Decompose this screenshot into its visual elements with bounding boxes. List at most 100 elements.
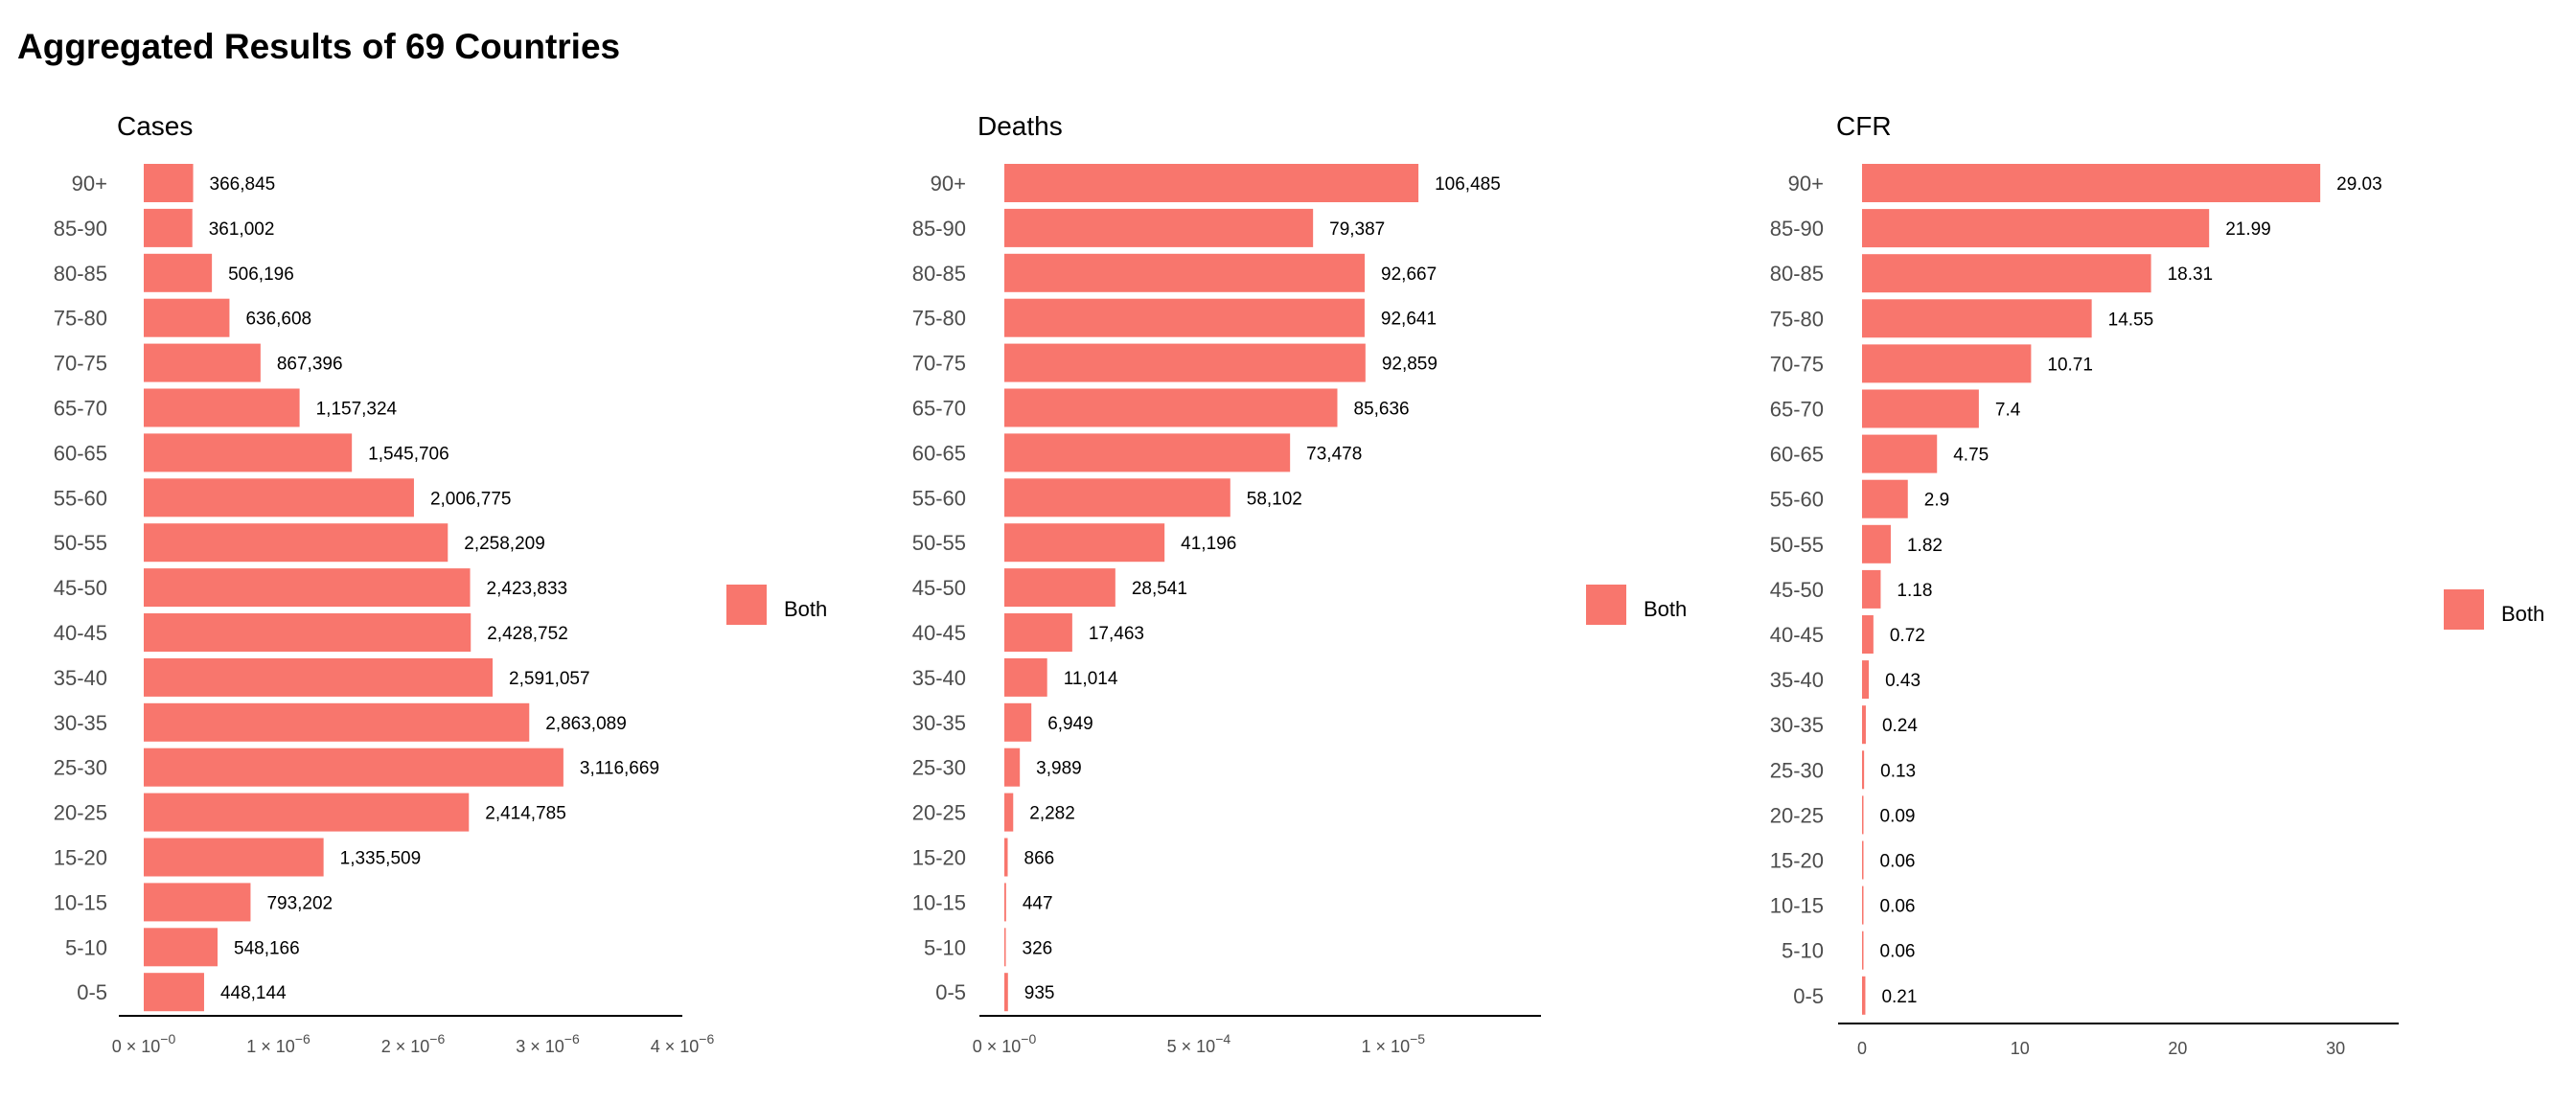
category-label-45-50: 45-50 [54,576,107,600]
bar-50-55 [1862,524,1891,564]
bar-10-15 [144,883,251,922]
bar-10-15 [1862,886,1864,925]
legend-swatch [726,585,767,625]
value-label-15-20: 1,335,509 [340,849,422,869]
value-label-10-15: 793,202 [266,893,333,913]
value-label-50-55: 2,258,209 [464,534,545,554]
category-label-55-60: 55-60 [1770,488,1824,512]
category-label-30-35: 30-35 [912,711,966,735]
x-tick-label: 3 × 10−6 [516,1031,580,1056]
bar-70-75 [1004,343,1366,382]
category-label-30-35: 30-35 [54,711,107,735]
x-tick-label: 0 × 10−0 [973,1031,1037,1056]
category-label-45-50: 45-50 [1770,578,1824,602]
x-tick-label: 20 [2168,1039,2187,1058]
bar-5-10 [144,928,218,967]
bar-25-30 [1004,748,1021,787]
category-label-5-10: 5-10 [924,935,966,959]
bar-5-10 [1004,928,1006,967]
bar-75-80 [144,298,230,337]
bar-90+ [1862,164,2321,202]
category-label-10-15: 10-15 [912,890,966,914]
value-label-85-90: 361,002 [209,219,275,240]
x-tick-label: 0 × 10−0 [112,1031,176,1056]
category-label-15-20: 15-20 [912,846,966,870]
bar-25-30 [144,748,564,787]
x-tick-label: 2 × 10−6 [381,1031,446,1056]
category-label-60-65: 60-65 [912,441,966,465]
value-label-35-40: 2,591,057 [509,669,590,689]
x-tick-label: 1 × 10−6 [246,1031,310,1056]
bar-15-20 [1004,838,1008,877]
bar-15-20 [1862,840,1864,880]
value-label-40-45: 0.72 [1890,626,1925,646]
category-label-25-30: 25-30 [1770,758,1824,782]
category-label-60-65: 60-65 [1770,443,1824,467]
value-label-60-65: 4.75 [1953,446,1989,466]
bar-20-25 [144,793,470,832]
bar-80-85 [1004,253,1366,292]
value-label-90+: 29.03 [2336,174,2382,195]
category-label-90+: 90+ [72,172,107,196]
value-label-65-70: 7.4 [1995,401,2021,421]
panel-title-cfr: CFR [1836,111,1892,141]
category-label-90+: 90+ [1788,172,1824,196]
category-label-10-15: 10-15 [1770,894,1824,918]
main-title: Aggregated Results of 69 Countries [17,27,621,66]
bar-35-40 [1862,660,1870,700]
value-label-15-20: 866 [1024,849,1055,869]
category-label-75-80: 75-80 [1770,307,1824,331]
category-label-40-45: 40-45 [54,621,107,645]
value-label-35-40: 11,014 [1064,669,1118,689]
legend-label: Both [1644,597,1687,621]
bar-50-55 [144,523,448,563]
value-label-5-10: 548,166 [234,938,300,958]
value-label-0-5: 935 [1024,983,1055,1003]
value-label-25-30: 0.13 [1880,761,1916,781]
value-label-55-60: 58,102 [1247,489,1302,509]
bar-5-10 [1862,931,1864,970]
x-tick-label: 5 × 10−4 [1167,1031,1231,1056]
bar-35-40 [144,657,494,697]
bar-60-65 [1862,434,1938,473]
value-label-35-40: 0.43 [1885,671,1920,691]
bar-90+ [144,164,194,202]
category-label-85-90: 85-90 [912,217,966,241]
value-label-10-15: 447 [1023,893,1053,913]
legend-swatch [2444,589,2484,630]
value-label-70-75: 92,859 [1382,355,1438,375]
x-tick-label: 4 × 10−6 [651,1031,715,1056]
value-label-30-35: 0.24 [1882,716,1918,736]
category-label-15-20: 15-20 [54,846,107,870]
value-label-0-5: 448,144 [220,983,287,1003]
category-label-60-65: 60-65 [54,441,107,465]
value-label-55-60: 2,006,775 [430,489,512,509]
bar-65-70 [1862,389,1979,428]
bar-85-90 [1004,208,1314,247]
bar-35-40 [1004,657,1047,697]
category-label-20-25: 20-25 [1770,803,1824,827]
category-label-0-5: 0-5 [1793,984,1824,1008]
category-label-55-60: 55-60 [54,486,107,510]
category-label-35-40: 35-40 [1770,668,1824,692]
category-label-70-75: 70-75 [912,352,966,376]
category-label-5-10: 5-10 [65,935,107,959]
bar-0-5 [144,973,204,1012]
category-label-45-50: 45-50 [912,576,966,600]
bar-80-85 [1862,254,2151,293]
bar-30-35 [144,702,530,742]
value-label-80-85: 18.31 [2168,264,2214,285]
category-label-25-30: 25-30 [912,756,966,780]
category-label-40-45: 40-45 [1770,623,1824,647]
category-label-0-5: 0-5 [77,980,107,1004]
value-label-40-45: 2,428,752 [487,624,568,644]
value-label-75-80: 636,608 [245,310,311,330]
category-label-50-55: 50-55 [54,531,107,555]
bar-40-45 [1004,613,1072,652]
bar-0-5 [1004,973,1008,1012]
value-label-85-90: 21.99 [2225,219,2271,240]
value-label-90+: 366,845 [210,174,276,195]
category-label-75-80: 75-80 [912,307,966,331]
bar-65-70 [144,388,300,427]
panel-title-deaths: Deaths [978,111,1063,141]
